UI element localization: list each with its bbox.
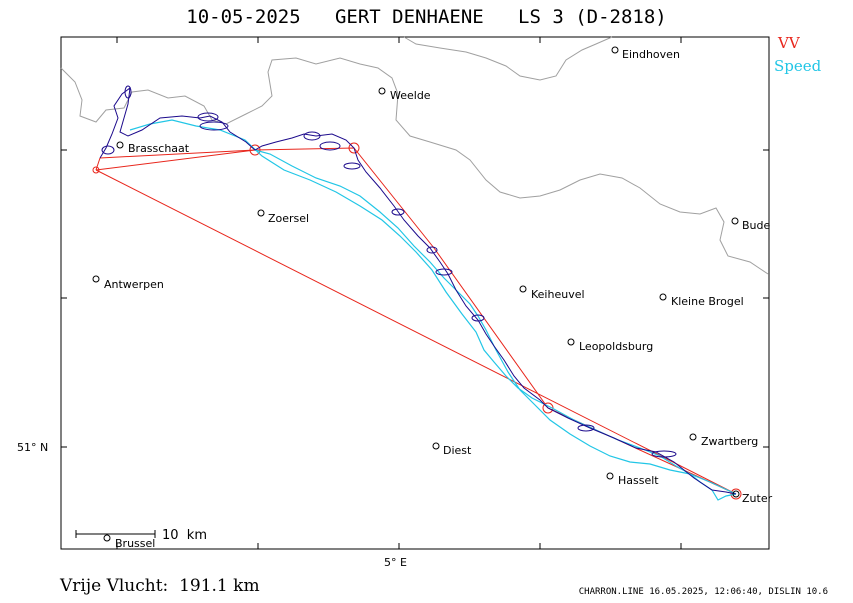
city-zwartberg: Zwartberg (701, 435, 758, 448)
lat-label: 51° N (17, 441, 48, 454)
map-frame (60, 36, 770, 550)
flight-track-speed (129, 119, 737, 501)
task-route (92, 142, 742, 500)
city-keiheuvel: Keiheuvel (531, 288, 585, 301)
city-antwerpen: Antwerpen (104, 278, 164, 291)
credit-label: CHARRON.LINE 16.05.2025, 12:06:40, DISLI… (578, 587, 828, 597)
flight-track-speed-back (254, 149, 737, 495)
city-hasselt: Hasselt (618, 474, 659, 487)
city-leopoldsburg: Leopoldsburg (579, 340, 653, 353)
city-zuter: Zuter (742, 492, 773, 505)
city-kleine-brogel: Kleine Brogel (671, 295, 744, 308)
axis-ticks (61, 37, 769, 549)
city-bude: Bude (742, 219, 771, 232)
scale-label: 10 km (162, 528, 207, 543)
thermal-loops (101, 85, 677, 458)
legend-speed: Speed (774, 57, 822, 75)
distance-label: Vrije Vlucht: 191.1 km (60, 576, 260, 596)
city-markers (92, 46, 740, 542)
flight-track (99, 86, 737, 495)
page-title: 10-05-2025 GERT DENHAENE LS 3 (D-2818) (186, 6, 667, 28)
city-brussel: Brussel (115, 537, 155, 550)
legend-vv: VV (778, 34, 800, 52)
city-diest: Diest (443, 444, 472, 457)
city-brasschaat: Brasschaat (128, 142, 190, 155)
lon-label: 5° E (384, 556, 407, 569)
country-border-north (403, 36, 613, 81)
country-border (60, 57, 769, 275)
scale-bar (75, 530, 156, 538)
city-weelde: Weelde (390, 89, 431, 102)
city-eindhoven: Eindhoven (622, 48, 680, 61)
city-zoersel: Zoersel (268, 212, 309, 225)
